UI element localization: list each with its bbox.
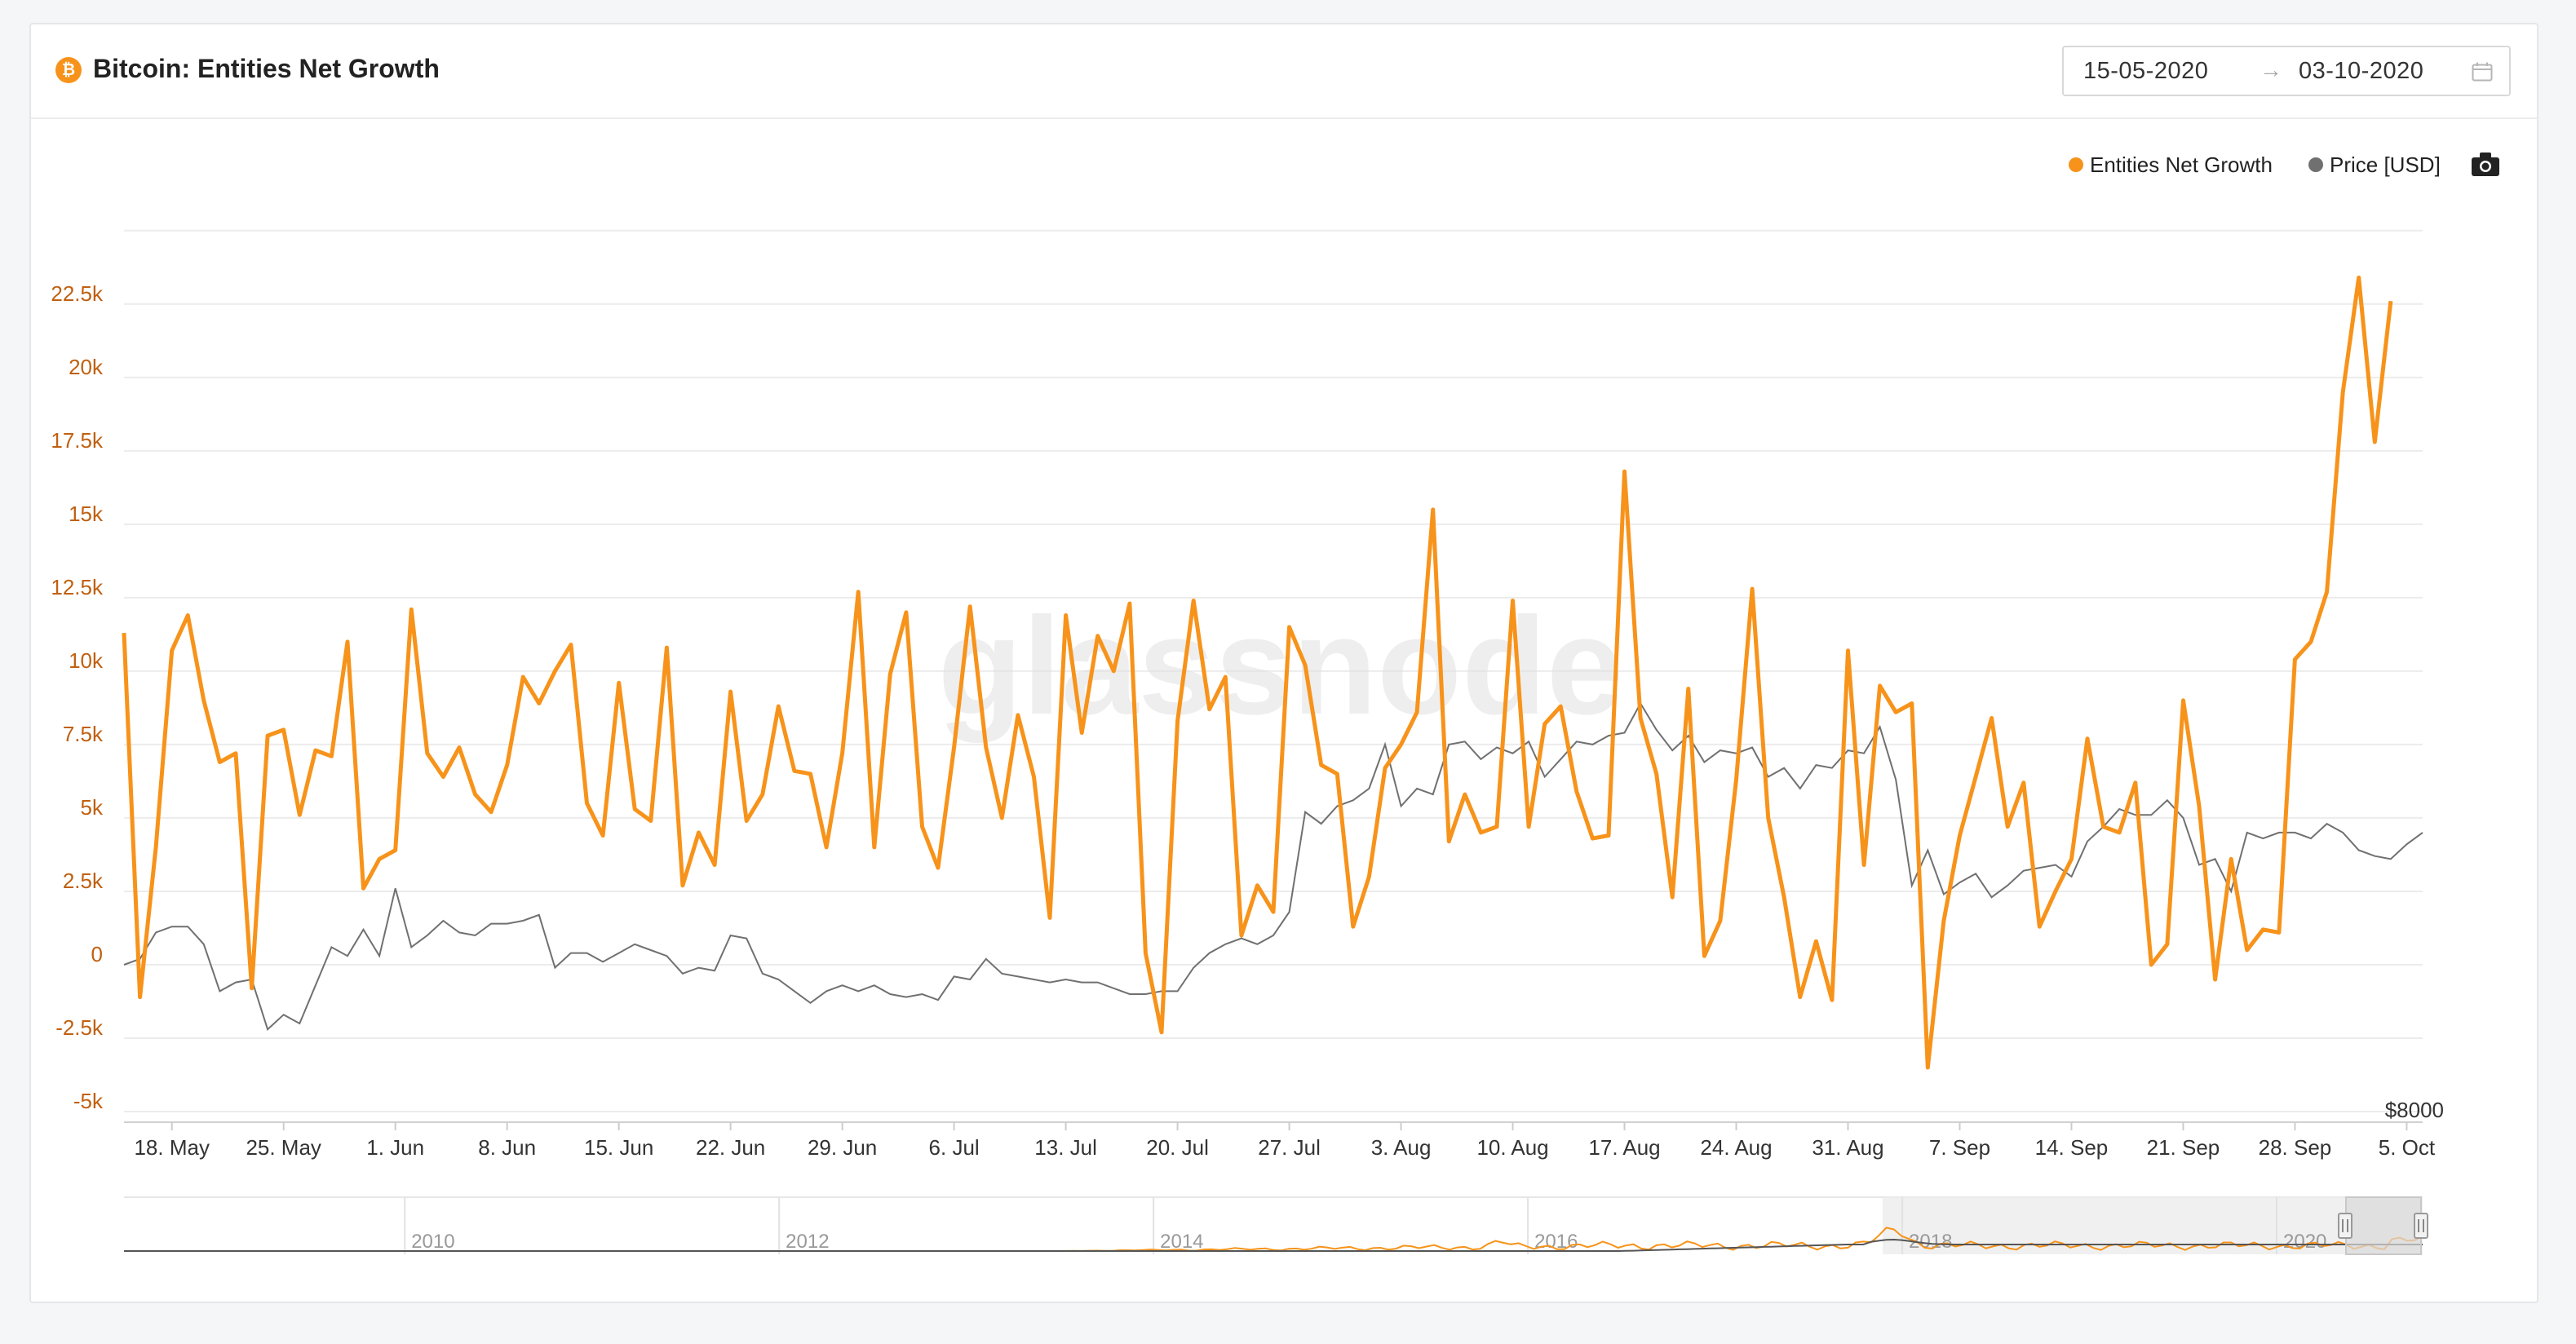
y-tick-label: 10k	[69, 648, 104, 673]
x-tick-label: 1. Jun	[366, 1135, 424, 1160]
y-axis: -5k -2.5k 0 2.5k 5k 7.5k 10k 12.5k 15k 17.5k 20k 22…	[51, 281, 104, 1113]
x-tick-label: 7. Sep	[1929, 1135, 1990, 1160]
page-title: Bitcoin: Entities Net Growth	[93, 54, 440, 83]
x-tick-label: 15. Jun	[584, 1135, 653, 1160]
x-tick-label: 20. Jul	[1146, 1135, 1209, 1160]
x-tick-label: 18. May	[134, 1135, 210, 1160]
y-tick-label: 5k	[81, 795, 104, 820]
x-tick-label: 6. Jul	[929, 1135, 980, 1160]
y-tick-label: -2.5k	[55, 1015, 104, 1040]
y-tick-label: -5k	[73, 1089, 104, 1113]
y-tick-label: 20k	[69, 355, 104, 379]
date-range-picker[interactable]: 15-05-2020 → 03-10-2020	[2062, 46, 2511, 96]
y-tick-label: 0	[91, 942, 103, 966]
x-tick-label: 17. Aug	[1588, 1135, 1660, 1160]
price-axis-label: $8000	[2385, 1098, 2444, 1122]
x-tick-label: 25. May	[246, 1135, 321, 1160]
y-tick-label: 17.5k	[51, 428, 104, 453]
x-tick-label: 21. Sep	[2147, 1135, 2220, 1160]
x-tick-label: 3. Aug	[1371, 1135, 1432, 1160]
legend-label-entities: Entities Net Growth	[2090, 153, 2273, 177]
x-tick-label: 8. Jun	[478, 1135, 536, 1160]
y-tick-label: 12.5k	[51, 575, 104, 599]
navigator-year-label: 2020	[2283, 1231, 2326, 1253]
y-tick-label: 2.5k	[63, 869, 104, 893]
legend-marker-price	[2308, 157, 2323, 172]
calendar-icon[interactable]	[2472, 62, 2493, 82]
legend-item-entities[interactable]: Entities Net Growth	[2069, 153, 2273, 177]
bitcoin-icon: ₿	[55, 57, 82, 83]
x-tick-label: 10. Aug	[1476, 1135, 1548, 1160]
grid-lines	[124, 229, 2423, 1123]
navigator-handle-right[interactable]	[2414, 1213, 2428, 1239]
chart-card: ₿ Bitcoin: Entities Net Growth 15-05-202…	[29, 23, 2538, 1303]
camera-icon[interactable]	[2472, 153, 2499, 176]
navigator-price-line	[124, 1238, 2423, 1252]
legend-item-price[interactable]: Price [USD]	[2308, 153, 2441, 177]
x-tick-label: 28. Sep	[2259, 1135, 2332, 1160]
x-tick-label: 14. Sep	[2035, 1135, 2109, 1160]
x-tick-label: 5. Oct	[2379, 1135, 2436, 1160]
y-tick-label: 7.5k	[63, 722, 104, 746]
x-tick-label: 31. Aug	[1812, 1135, 1883, 1160]
x-tick-label: 27. Jul	[1258, 1135, 1321, 1160]
start-date-input[interactable]: 15-05-2020	[2083, 58, 2209, 84]
navigator-selection[interactable]	[2345, 1196, 2422, 1255]
entities-series-line	[122, 275, 2393, 1070]
end-date-input[interactable]: 03-10-2020	[2299, 58, 2424, 84]
navigator-year-label: 2012	[786, 1231, 829, 1253]
price-series-line	[123, 701, 2423, 1031]
x-tick-label: 22. Jun	[696, 1135, 765, 1160]
x-tick-label: 24. Aug	[1700, 1135, 1772, 1160]
navigator[interactable]: 2010 2012 2014 2016 2018 2020	[124, 1196, 2428, 1255]
x-tick-label: 29. Jun	[808, 1135, 877, 1160]
card-header: ₿ Bitcoin: Entities Net Growth 15-05-202…	[31, 24, 2537, 119]
navigator-year-label: 2010	[411, 1231, 454, 1253]
x-tick-label: 13. Jul	[1034, 1135, 1097, 1160]
y-tick-label: 22.5k	[51, 281, 104, 306]
legend-marker-entities	[2069, 157, 2083, 172]
y-tick-label: 15k	[69, 502, 104, 526]
arrow-right-icon: →	[2260, 57, 2282, 82]
x-axis: 18. May 25. May 1. Jun 8. Jun 15. Jun 22. Jun…	[134, 1122, 2436, 1160]
navigator-handle-left[interactable]	[2338, 1213, 2352, 1239]
legend-label-price: Price [USD]	[2330, 153, 2441, 177]
legend: Entities Net Growth Price [USD]	[2069, 153, 2441, 177]
